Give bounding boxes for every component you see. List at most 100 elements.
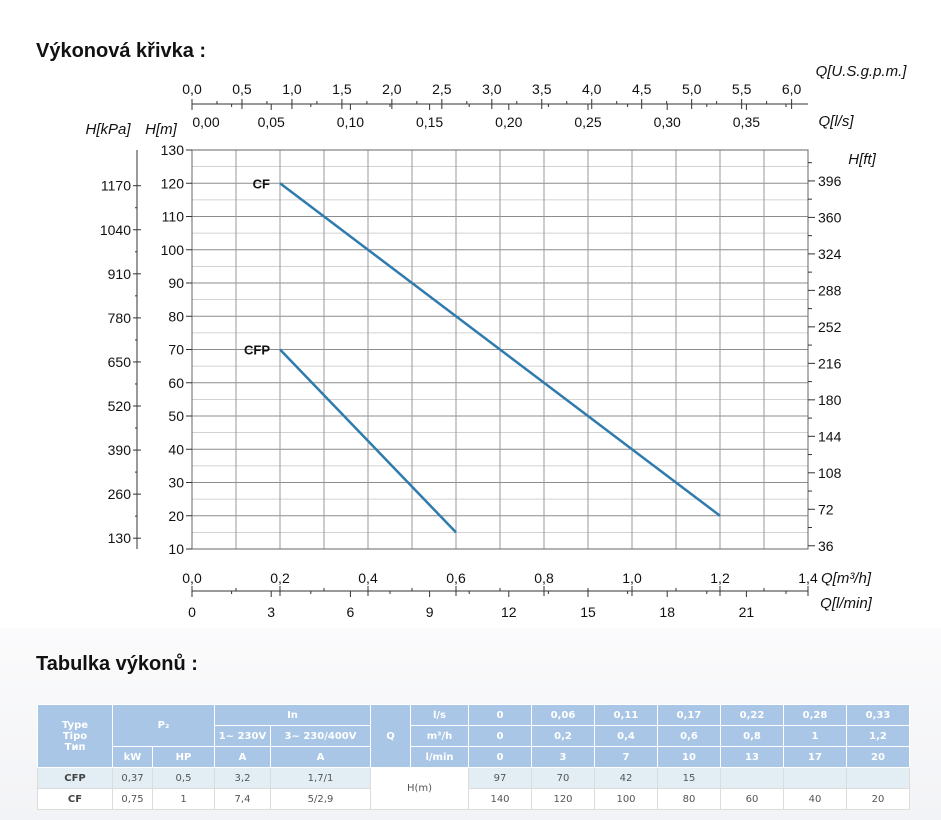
flow-unit-lmin: l/min [410,746,469,768]
row-h-value: 140 [468,788,532,810]
series-label-cfp: CFP [244,343,270,358]
tick-label-h-ft: 324 [818,246,842,262]
flow-value: 10 [657,746,721,768]
tick-label-lmin: 0 [188,604,196,620]
row-a1: 7,4 [214,788,271,810]
tick-label-usgpm: 2,0 [382,81,402,97]
tick-label-h-ft: 396 [818,173,842,189]
flow-value: 1 [783,725,847,747]
tick-label-h-kpa: 650 [108,354,132,370]
flow-value: 0,17 [657,704,721,726]
axis-label-h-ft: H[ft] [848,151,876,168]
row-h-value: 100 [594,788,658,810]
flow-value: 0,33 [846,704,910,726]
type-label-en: Type [61,719,89,731]
row-hp: 1 [152,788,215,810]
flow-value: 1,2 [846,725,910,747]
axis-label-usgpm: Q[U.S.g.p.m.] [816,63,908,80]
flow-value: 0,6 [657,725,721,747]
flow-value: 7 [594,746,658,768]
tick-label-h-ft: 36 [818,538,834,554]
tick-label-h-m: 90 [168,275,184,291]
tick-label-ls: 0,35 [733,114,760,130]
tick-label-h-m: 130 [161,142,185,158]
type-label-it: Tipo [62,730,88,742]
axis-label-m3h: Q[m³/h] [821,570,872,587]
tick-label-h-kpa: 260 [108,486,132,502]
tick-label-ls: 0,20 [495,114,522,130]
flow-value: 17 [783,746,847,768]
h-label: H(m) [370,767,469,810]
row-h-value [783,767,847,789]
tick-label-h-m: 80 [168,308,184,324]
tick-label-h-kpa: 1170 [101,178,131,194]
tick-label-h-m: 20 [168,508,184,524]
tick-label-usgpm: 1,5 [332,81,352,97]
series-line-cf [279,182,721,517]
row-a3: 5/2,9 [270,788,371,810]
flow-value: 0,8 [720,725,784,747]
tick-label-h-kpa: 390 [108,442,132,458]
tick-label-h-ft: 252 [818,319,842,335]
row-kw: 0,37 [112,767,153,789]
row-h-value [846,767,910,789]
tick-label-h-m: 10 [168,541,184,557]
tick-label-usgpm: 2,5 [432,81,452,97]
tick-label-m3h: 0,6 [446,570,466,586]
table-title: Tabulka výkonů : [36,653,198,675]
axis-label-h-m: H[m] [145,121,177,138]
type-label-ru: Тип [64,741,86,753]
table-header-row-3: kW HP A A l/min 0 3 7 10 13 17 20 [38,746,910,768]
row-h-value: 80 [657,788,721,810]
tick-label-h-kpa: 910 [108,266,132,282]
tick-label-h-kpa: 1040 [100,222,131,238]
row-h-value: 60 [720,788,784,810]
flow-value: 20 [846,746,910,768]
series-line-cfp [279,348,457,534]
row-h-value: 42 [594,767,658,789]
tick-label-ls: 0,25 [574,114,601,130]
tick-label-m3h: 1,4 [798,570,818,586]
tick-label-h-ft: 360 [818,209,842,225]
tick-label-lmin: 15 [580,604,596,620]
tick-label-h-ft: 108 [818,465,842,481]
row-a1: 3,2 [214,767,271,789]
tick-label-usgpm: 3,0 [482,81,502,97]
tick-label-usgpm: 0,0 [182,81,202,97]
flow-value: 0,4 [594,725,658,747]
flow-value: 0 [468,746,532,768]
chart-grid [191,149,809,550]
flow-unit-m3h: m³/h [410,725,469,747]
tick-label-ls: 0,10 [337,114,364,130]
tick-label-h-ft: 180 [818,392,842,408]
flow-unit-ls: l/s [410,704,469,726]
row-h-value: 97 [468,767,532,789]
axis-label-ls: Q[l/s] [818,113,854,130]
unit-a3: A [270,746,371,768]
row-h-value: 15 [657,767,721,789]
flow-value: 0,28 [783,704,847,726]
flow-value: 0,11 [594,704,658,726]
tick-label-usgpm: 1,0 [282,81,302,97]
tick-label-lmin: 3 [267,604,275,620]
tick-label-h-m: 110 [162,209,185,225]
flow-value: 13 [720,746,784,768]
performance-chart: 102030405060708090100110120130H[m]130260… [85,63,908,620]
row-type: CFP [37,767,113,789]
flow-value: 0 [468,725,532,747]
flow-value: 3 [531,746,595,768]
unit-kw: kW [112,746,153,768]
row-type: CF [37,788,113,810]
tick-label-m3h: 0,2 [270,570,290,586]
tick-label-ls: 0,30 [654,114,681,130]
q-header: Q [370,704,411,768]
tick-label-h-ft: 288 [818,282,842,298]
tick-label-h-m: 60 [168,375,184,391]
phase3-header: 3~ 230/400V [270,725,371,747]
tick-label-h-m: 100 [161,242,185,258]
tick-label-usgpm: 5,5 [732,81,752,97]
tick-label-usgpm: 4,0 [582,81,602,97]
chart-title: Výkonová křivka : [36,40,207,62]
tick-label-ls: 0,00 [192,114,219,130]
tick-label-m3h: 0,4 [358,570,378,586]
